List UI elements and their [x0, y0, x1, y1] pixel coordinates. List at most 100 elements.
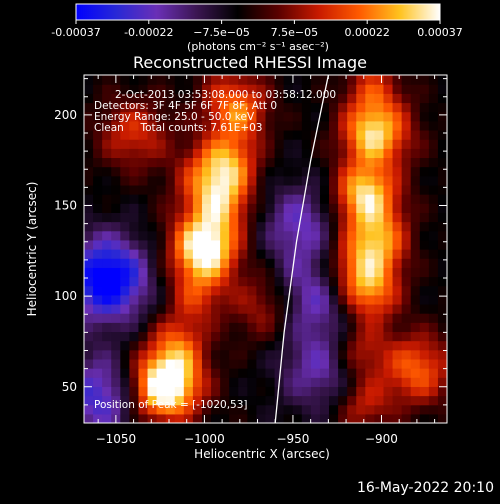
- heatmap-cell: [274, 184, 285, 195]
- heatmap-cell: [84, 129, 94, 140]
- heatmap-cell: [356, 368, 366, 378]
- heatmap-cell: [102, 368, 112, 378]
- heatmap-cell: [174, 377, 185, 387]
- heatmap-cell: [383, 276, 394, 287]
- heatmap-cell: [93, 129, 103, 140]
- heatmap-cell: [437, 413, 447, 423]
- heatmap-cell: [283, 175, 294, 186]
- heatmap-cell: [111, 194, 121, 204]
- heatmap-cell: [192, 294, 203, 305]
- heatmap-cell: [428, 157, 439, 168]
- heatmap-cell: [247, 139, 258, 149]
- heatmap-cell: [428, 111, 439, 122]
- heatmap-cell: [138, 377, 149, 387]
- heatmap-cell: [401, 175, 412, 186]
- heatmap-cell: [211, 175, 221, 186]
- heatmap-cell: [256, 194, 267, 204]
- heatmap-cell: [274, 322, 285, 333]
- heatmap-cell: [356, 148, 366, 159]
- heatmap-cell: [310, 75, 321, 85]
- heatmap-cell: [256, 175, 267, 186]
- heatmap-cell: [192, 395, 203, 406]
- heatmap-cell: [229, 175, 239, 186]
- heatmap-cell: [310, 221, 321, 232]
- heatmap-cell: [356, 331, 366, 342]
- heatmap-cell: [419, 84, 430, 94]
- heatmap-cell: [102, 267, 112, 278]
- heatmap-cell: [247, 166, 258, 177]
- heatmap-cell: [174, 258, 185, 268]
- heatmap-cell: [392, 111, 403, 122]
- heatmap-cell: [120, 377, 130, 387]
- heatmap-cell: [292, 166, 303, 177]
- heatmap-cell: [419, 377, 430, 387]
- heatmap-cell: [319, 258, 330, 268]
- heatmap-cell: [201, 111, 212, 122]
- heatmap-cell: [220, 84, 230, 94]
- heatmap-cell: [383, 322, 394, 333]
- heatmap-cell: [102, 203, 112, 213]
- heatmap-cell: [192, 303, 203, 314]
- heatmap-cell: [238, 102, 248, 113]
- heatmap-cell: [356, 120, 366, 131]
- heatmap-cell: [383, 395, 394, 406]
- heatmap-cell: [365, 258, 375, 268]
- heatmap-cell: [383, 175, 394, 186]
- heatmap-cell: [174, 340, 185, 351]
- heatmap-cell: [356, 404, 366, 415]
- heatmap-cell: [419, 184, 430, 195]
- heatmap-cell: [183, 404, 194, 415]
- heatmap-cell: [220, 303, 230, 314]
- heatmap-cell: [84, 166, 94, 177]
- heatmap-cell: [211, 331, 221, 342]
- heatmap-cell: [419, 358, 430, 369]
- heatmap-cell: [138, 285, 149, 296]
- heatmap-cell: [374, 166, 385, 177]
- heatmap-cell: [183, 368, 194, 378]
- heatmap-cell: [120, 276, 130, 287]
- heatmap-cell: [129, 212, 140, 223]
- heatmap-cell: [120, 340, 130, 351]
- heatmap-cell: [265, 267, 276, 278]
- heatmap-cell: [274, 203, 285, 213]
- heatmap-cell: [138, 340, 149, 351]
- heatmap-cell: [365, 413, 375, 423]
- heatmap-cell: [292, 303, 303, 314]
- heatmap-cell: [401, 157, 412, 168]
- heatmap-cell: [329, 139, 339, 149]
- heatmap-cell: [319, 267, 330, 278]
- heatmap-cell: [220, 395, 230, 406]
- heatmap-cell: [347, 157, 357, 168]
- heatmap-cell: [329, 102, 339, 113]
- heatmap-cell: [174, 358, 185, 369]
- heatmap-cell: [256, 258, 267, 268]
- heatmap-cell: [201, 322, 212, 333]
- heatmap-cell: [84, 75, 94, 85]
- heatmap-cell: [274, 413, 285, 423]
- heatmap-cell: [329, 386, 339, 397]
- heatmap-cell: [211, 285, 221, 296]
- heatmap-cell: [365, 249, 375, 259]
- heatmap-cell: [238, 276, 248, 287]
- heatmap-cell: [392, 84, 403, 94]
- heatmap-cell: [102, 239, 112, 250]
- heatmap-cell: [183, 276, 194, 287]
- heatmap-cell: [111, 203, 121, 213]
- heatmap-cell: [229, 194, 239, 204]
- heatmap-cell: [347, 368, 357, 378]
- heatmap-cell: [401, 84, 412, 94]
- heatmap-cell: [238, 377, 248, 387]
- heatmap-cell: [174, 276, 185, 287]
- heatmap-cell: [93, 221, 103, 232]
- heatmap-cell: [84, 203, 94, 213]
- heatmap-cell: [129, 404, 140, 415]
- heatmap-cell: [365, 239, 375, 250]
- heatmap-cell: [319, 386, 330, 397]
- heatmap-cell: [238, 395, 248, 406]
- heatmap-cell: [274, 120, 285, 131]
- heatmap-cell: [183, 340, 194, 351]
- heatmap-cell: [401, 230, 412, 241]
- heatmap-cell: [383, 404, 394, 415]
- heatmap-cell: [138, 249, 149, 259]
- heatmap-cell: [138, 84, 149, 94]
